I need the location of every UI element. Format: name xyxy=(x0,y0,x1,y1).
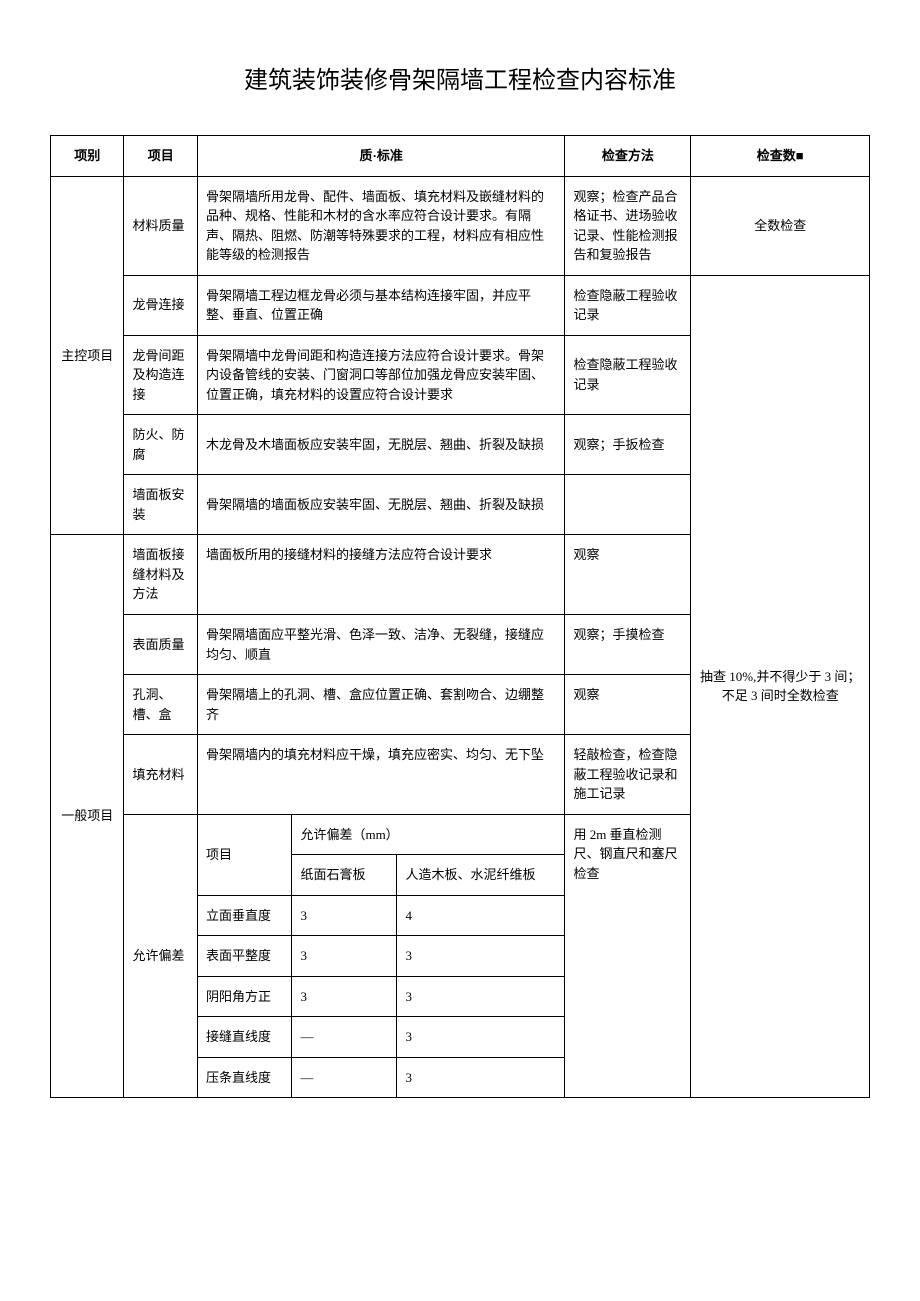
cell-standard: 骨架隔墙的墙面板应安装牢固、无脱层、翘曲、折裂及缺损 xyxy=(197,475,564,535)
header-item: 项目 xyxy=(124,136,197,177)
inspection-table: 项别 项目 质·标准 检查方法 检查数■ 主控项目 材料质量 骨架隔墙所用龙骨、… xyxy=(50,135,870,1098)
category-main: 主控项目 xyxy=(51,176,124,535)
dev-a: — xyxy=(292,1017,397,1058)
dev-a: 3 xyxy=(292,976,397,1017)
cell-item: 龙骨间距及构造连接 xyxy=(124,335,197,415)
dev-item: 表面平整度 xyxy=(197,936,291,977)
header-method: 检查方法 xyxy=(565,136,691,177)
cell-standard: 骨架隔墙面应平整光滑、色泽一致、洁净、无裂缝，接缝应均匀、顺直 xyxy=(197,615,564,675)
dev-b: 3 xyxy=(397,976,565,1017)
cell-standard: 墙面板所用的接缝材料的接缝方法应符合设计要求 xyxy=(197,535,564,615)
cell-item: 墙面板接缝材料及方法 xyxy=(124,535,197,615)
cell-method: 检查隐蔽工程验收记录 xyxy=(565,335,691,415)
dev-a: 3 xyxy=(292,936,397,977)
cell-quantity-all: 全数检查 xyxy=(691,176,870,275)
cell-method xyxy=(565,475,691,535)
dev-a: — xyxy=(292,1057,397,1098)
cell-method: 轻敲检查，检查隐蔽工程验收记录和施工记录 xyxy=(565,735,691,815)
cell-method: 检查隐蔽工程验收记录 xyxy=(565,275,691,335)
dev-sub-b: 人造木板、水泥纤维板 xyxy=(397,855,565,896)
cell-method: 观察；检查产品合格证书、进场验收记录、性能检测报告和复验报告 xyxy=(565,176,691,275)
cell-standard: 骨架隔墙内的填充材料应干燥，填充应密实、均匀、无下坠 xyxy=(197,735,564,815)
cell-standard: 骨架隔墙中龙骨间距和构造连接方法应符合设计要求。骨架内设备管线的安装、门窗洞口等… xyxy=(197,335,564,415)
cell-method: 用 2m 垂直检测尺、钢直尺和塞尺检查 xyxy=(565,814,691,1098)
dev-b: 3 xyxy=(397,1057,565,1098)
header-category: 项别 xyxy=(51,136,124,177)
dev-sub-a: 纸面石膏板 xyxy=(292,855,397,896)
cell-item: 墙面板安装 xyxy=(124,475,197,535)
dev-a: 3 xyxy=(292,895,397,936)
dev-item: 压条直线度 xyxy=(197,1057,291,1098)
cell-item: 龙骨连接 xyxy=(124,275,197,335)
cell-standard: 木龙骨及木墙面板应安装牢固，无脱层、翘曲、折裂及缺损 xyxy=(197,415,564,475)
table-row: 主控项目 材料质量 骨架隔墙所用龙骨、配件、墙面板、填充材料及嵌缝材料的品种、规… xyxy=(51,176,870,275)
cell-method: 观察 xyxy=(565,535,691,615)
dev-item: 立面垂直度 xyxy=(197,895,291,936)
dev-item: 阴阳角方正 xyxy=(197,976,291,1017)
header-row: 项别 项目 质·标准 检查方法 检查数■ xyxy=(51,136,870,177)
cell-item: 允许偏差 xyxy=(124,814,197,1098)
cell-standard: 骨架隔墙所用龙骨、配件、墙面板、填充材料及嵌缝材料的品种、规格、性能和木材的含水… xyxy=(197,176,564,275)
dev-header-dev: 允许偏差（mm） xyxy=(292,814,565,855)
cell-method: 观察；手摸检查 xyxy=(565,615,691,675)
table-row: 龙骨连接 骨架隔墙工程边框龙骨必须与基本结构连接牢固，并应平整、垂直、位置正确 … xyxy=(51,275,870,335)
cell-method: 观察 xyxy=(565,675,691,735)
dev-b: 3 xyxy=(397,1017,565,1058)
dev-header-item: 项目 xyxy=(197,814,291,895)
category-general: 一般项目 xyxy=(51,535,124,1098)
cell-item: 材料质量 xyxy=(124,176,197,275)
header-standard: 质·标准 xyxy=(197,136,564,177)
dev-b: 3 xyxy=(397,936,565,977)
cell-item: 防火、防腐 xyxy=(124,415,197,475)
header-quantity: 检查数■ xyxy=(691,136,870,177)
dev-b: 4 xyxy=(397,895,565,936)
cell-item: 填充材料 xyxy=(124,735,197,815)
cell-standard: 骨架隔墙上的孔洞、槽、盒应位置正确、套割吻合、边绷整齐 xyxy=(197,675,564,735)
dev-item: 接缝直线度 xyxy=(197,1017,291,1058)
page-title: 建筑装饰装修骨架隔墙工程检查内容标准 xyxy=(50,60,870,95)
cell-item: 表面质量 xyxy=(124,615,197,675)
cell-quantity-sample: 抽查 10%,并不得少于 3 间；不足 3 间时全数检查 xyxy=(691,275,870,1098)
cell-standard: 骨架隔墙工程边框龙骨必须与基本结构连接牢固，并应平整、垂直、位置正确 xyxy=(197,275,564,335)
cell-method: 观察；手扳检查 xyxy=(565,415,691,475)
cell-item: 孔洞、槽、盒 xyxy=(124,675,197,735)
